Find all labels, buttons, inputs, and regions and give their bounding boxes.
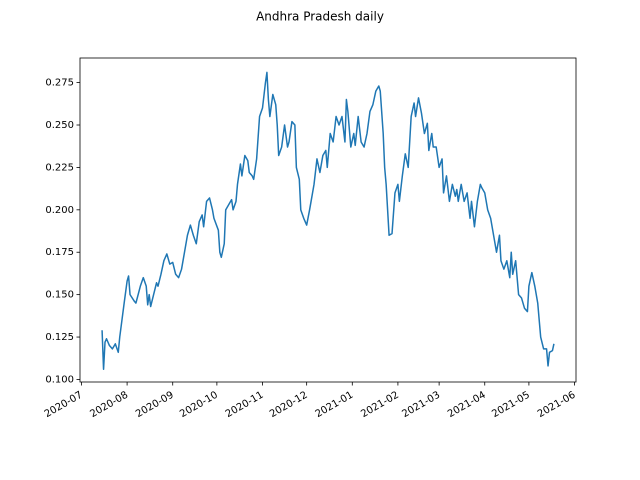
y-tick-label: 0.100 <box>45 374 74 385</box>
y-tick-label: 0.125 <box>45 332 74 343</box>
y-tick-label: 0.175 <box>45 247 74 258</box>
y-tick-label: 0.275 <box>45 78 74 89</box>
y-tick-label: 0.150 <box>45 290 74 301</box>
axes-frame <box>79 57 577 383</box>
data-line <box>101 71 555 371</box>
y-tick-label: 0.225 <box>45 162 74 173</box>
y-tick-label: 0.200 <box>45 205 74 216</box>
y-tick-label: 0.250 <box>45 120 74 131</box>
chart-title: Andhra Pradesh daily <box>256 10 384 24</box>
